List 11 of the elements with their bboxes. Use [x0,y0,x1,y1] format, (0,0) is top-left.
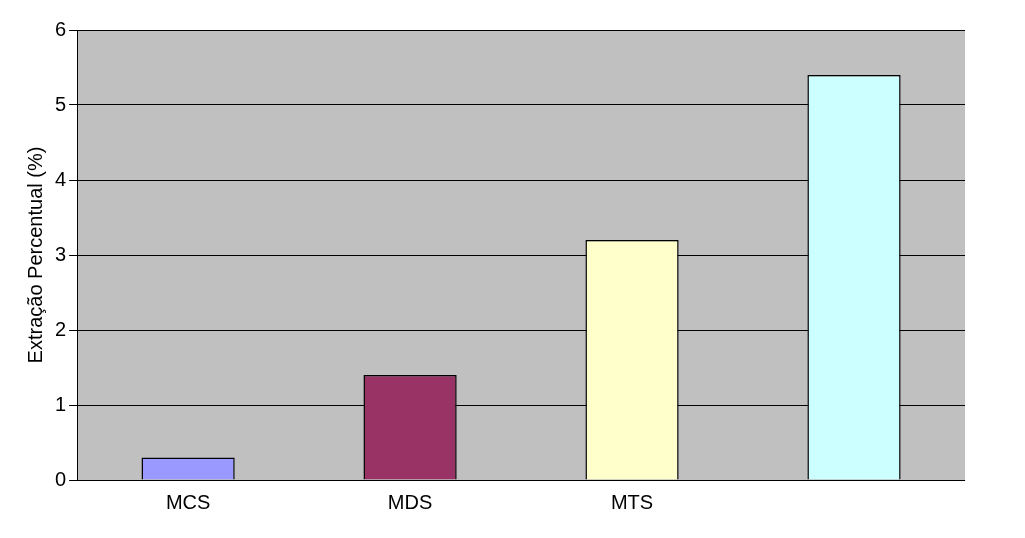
y-tick-label: 0 [55,467,67,490]
y-tick-label: 6 [55,17,67,40]
y-tick-label: 5 [55,92,67,115]
x-tick-label: MCS [165,490,211,513]
x-tick-label: MTS [610,490,654,513]
y-tick-label: 1 [55,392,67,415]
x-tick-label: MDS [387,490,433,513]
y-tick-label: 4 [55,167,67,190]
y-axis-title: Extração Percentual (%) [23,146,46,364]
y-tick-label: 2 [55,317,67,340]
y-tick-label: 3 [55,242,67,265]
